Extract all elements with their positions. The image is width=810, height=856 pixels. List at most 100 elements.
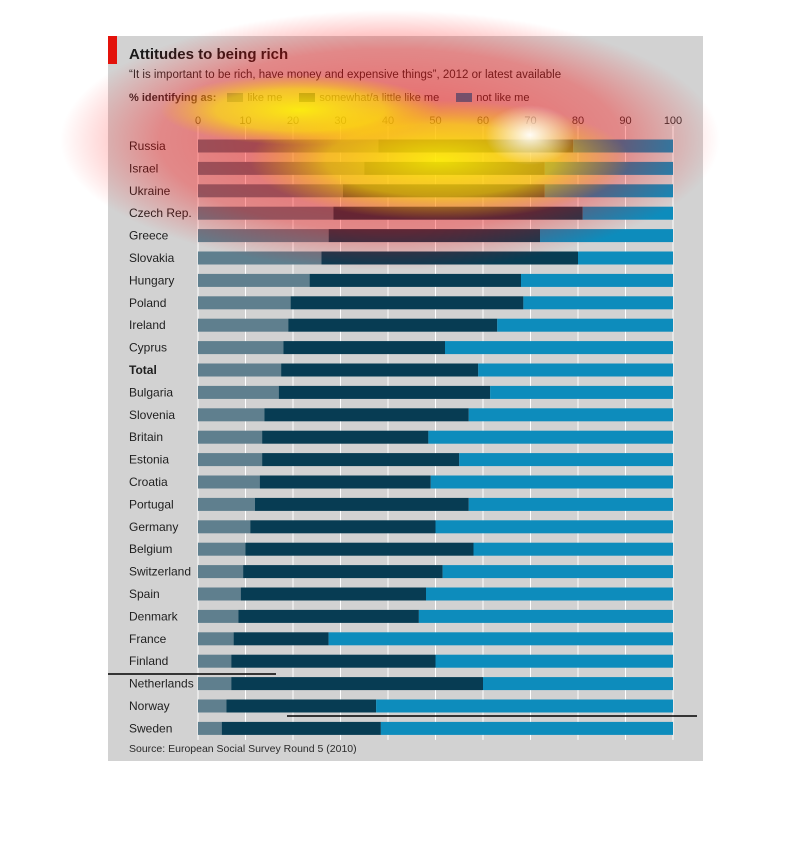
bar-segment-somewhat (321, 251, 578, 265)
category-label: France (129, 632, 167, 646)
category-label: Poland (129, 296, 166, 310)
x-tick-label: 50 (429, 115, 441, 127)
bar-segment-not-like-me (380, 721, 673, 735)
category-label: Hungary (129, 273, 174, 287)
bar-segment-like-me (198, 677, 232, 691)
bar-segment-like-me (198, 565, 244, 579)
bar-segment-somewhat (226, 699, 377, 713)
bar-segment-like-me (198, 318, 289, 332)
bar-segment-like-me (198, 520, 251, 534)
bar-segment-like-me (198, 453, 263, 467)
bar-segment-not-like-me (435, 654, 673, 668)
bar-segment-somewhat (278, 385, 491, 399)
category-label: Ireland (129, 318, 166, 332)
x-tick-label: 90 (619, 115, 631, 127)
category-label: Denmark (129, 609, 179, 623)
category-label: Czech Rep. (129, 206, 192, 220)
bar-segment-somewhat (364, 161, 545, 175)
bar-segment-somewhat (231, 677, 483, 691)
bar-segment-like-me (198, 632, 234, 646)
bar-segment-not-like-me (468, 497, 673, 511)
category-label: Norway (129, 699, 170, 713)
bar-segment-like-me (198, 475, 260, 489)
bar-segment-somewhat (283, 341, 445, 355)
bar-segment-somewhat (255, 497, 469, 511)
category-label: Switzerland (129, 565, 191, 579)
bar-segment-like-me (198, 363, 282, 377)
bar-segment-somewhat (328, 229, 540, 243)
x-tick-label: 70 (524, 115, 536, 127)
bar-segment-not-like-me (497, 318, 673, 332)
category-label: Netherlands (129, 677, 194, 691)
category-label: Portugal (129, 497, 174, 511)
bar-segment-like-me (198, 296, 291, 310)
bar-segment-not-like-me (521, 273, 673, 287)
x-tick-label: 80 (572, 115, 584, 127)
bar-segment-like-me (198, 497, 255, 511)
bar-segment-somewhat (243, 565, 443, 579)
bar-segment-not-like-me (428, 430, 673, 444)
bar-segment-not-like-me (540, 229, 673, 243)
bar-segment-not-like-me (473, 542, 673, 556)
bar-segment-not-like-me (544, 184, 673, 198)
bar-segment-not-like-me (573, 139, 673, 153)
bar-segment-somewhat (342, 184, 545, 198)
bar-segment-somewhat (238, 609, 419, 623)
x-tick-label: 0 (195, 115, 201, 127)
bar-segment-not-like-me (430, 475, 673, 489)
bar-segment-somewhat (309, 273, 521, 287)
bar-segment-like-me (198, 251, 322, 265)
bar-segment-not-like-me (468, 408, 673, 422)
bar-segment-like-me (198, 206, 334, 220)
category-label: Greece (129, 229, 169, 243)
bar-segment-not-like-me (582, 206, 673, 220)
bar-segment-like-me (198, 184, 343, 198)
bar-segment-somewhat (221, 721, 381, 735)
category-label: Bulgaria (129, 385, 173, 399)
bar-segment-like-me (198, 721, 222, 735)
source-note: Source: European Social Survey Round 5 (… (129, 743, 357, 755)
category-label: Ukraine (129, 184, 171, 198)
bar-segment-not-like-me (523, 296, 673, 310)
category-label: Cyprus (129, 341, 167, 355)
bar-segment-not-like-me (544, 161, 673, 175)
x-tick-label: 60 (477, 115, 489, 127)
bar-segment-like-me (198, 385, 279, 399)
category-label: Belgium (129, 542, 172, 556)
bar-segment-somewhat (250, 520, 436, 534)
bar-segment-like-me (198, 161, 365, 175)
category-label: Estonia (129, 453, 169, 467)
bar-segment-somewhat (245, 542, 474, 556)
bar-segment-not-like-me (459, 453, 673, 467)
category-label: Slovakia (129, 251, 175, 265)
category-label: Slovenia (129, 408, 175, 422)
bar-segment-somewhat (231, 654, 436, 668)
bar-segment-not-like-me (478, 363, 673, 377)
bar-segment-like-me (198, 408, 265, 422)
bar-segment-somewhat (233, 632, 329, 646)
category-label: Total (129, 363, 157, 377)
bar-segment-somewhat (240, 587, 426, 601)
bar-segment-not-like-me (445, 341, 673, 355)
bar-segment-not-like-me (376, 699, 673, 713)
bar-segment-not-like-me (578, 251, 673, 265)
x-tick-label: 100 (664, 115, 682, 127)
bar-segment-like-me (198, 699, 227, 713)
bar-segment-not-like-me (483, 677, 673, 691)
bar-segment-not-like-me (435, 520, 673, 534)
category-label: Germany (129, 520, 178, 534)
bar-segment-like-me (198, 542, 246, 556)
x-tick-label: 30 (334, 115, 346, 127)
bar-segment-somewhat (333, 206, 583, 220)
category-label: Britain (129, 430, 163, 444)
bar-segment-not-like-me (442, 565, 673, 579)
bar-segment-somewhat (259, 475, 431, 489)
bar-segment-somewhat (378, 139, 574, 153)
bar-segment-somewhat (262, 430, 429, 444)
bar-segment-not-like-me (328, 632, 673, 646)
bar-segment-somewhat (262, 453, 460, 467)
bar-segment-not-like-me (490, 385, 673, 399)
bar-segment-like-me (198, 229, 329, 243)
bar-segment-like-me (198, 430, 263, 444)
